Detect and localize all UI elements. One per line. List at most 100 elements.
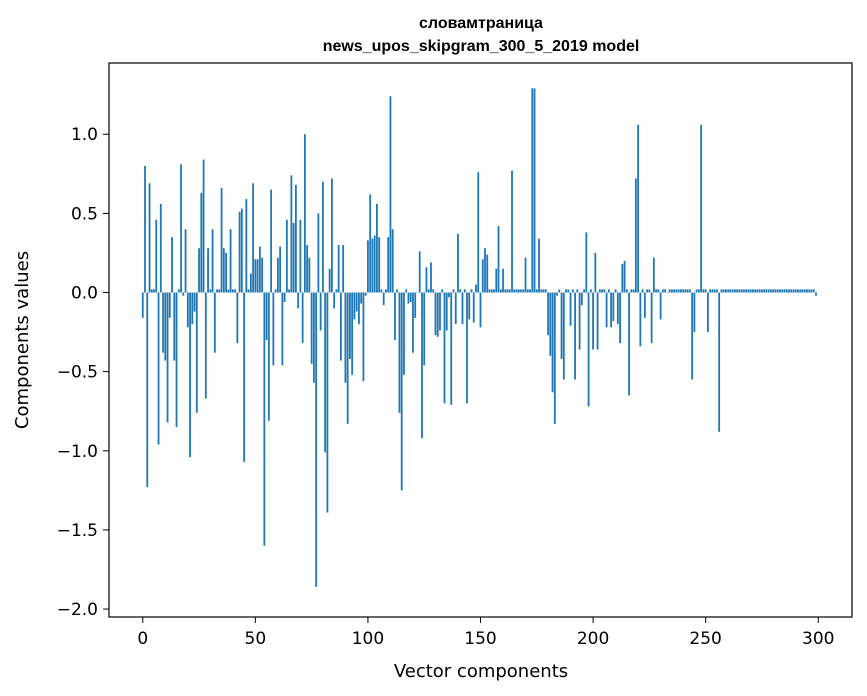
bar: [711, 289, 714, 293]
bar: [243, 292, 245, 462]
bar: [204, 292, 207, 399]
bar: [209, 289, 212, 293]
bar: [499, 289, 502, 293]
bar: [576, 289, 579, 293]
bar: [443, 292, 446, 404]
bar: [625, 289, 628, 293]
bar: [276, 257, 279, 293]
bar: [607, 289, 610, 293]
bar: [439, 292, 441, 331]
bar: [337, 245, 340, 293]
bar: [389, 96, 392, 293]
bar: [317, 213, 320, 293]
bar: [652, 257, 655, 293]
bar: [283, 292, 286, 303]
x-axis-ticks: 0 50 100 150 200 250 300: [137, 617, 834, 649]
bar: [605, 292, 608, 328]
bar: [522, 289, 525, 293]
bar: [738, 289, 741, 293]
bar: [186, 292, 189, 328]
bar: [743, 289, 745, 293]
bar: [445, 292, 448, 331]
bar: [675, 289, 678, 293]
x-tick-label: 150: [464, 629, 496, 649]
bar: [351, 292, 354, 375]
bar: [720, 289, 723, 293]
bar: [261, 257, 263, 293]
bar: [531, 88, 534, 293]
bar: [736, 289, 739, 293]
bar: [646, 289, 649, 293]
bar: [785, 289, 788, 293]
bar: [542, 289, 545, 293]
bar: [806, 289, 808, 293]
bar: [385, 289, 387, 293]
y-tick-label: −2.0: [57, 600, 98, 620]
bar: [688, 289, 691, 293]
bar: [301, 292, 304, 344]
bar: [792, 289, 795, 293]
x-tick-label: 100: [352, 629, 384, 649]
bar: [367, 240, 369, 293]
bar: [745, 289, 748, 293]
bar: [459, 289, 462, 293]
y-tick-label: −1.5: [57, 521, 98, 541]
bar: [236, 292, 239, 344]
bar: [727, 289, 730, 293]
bar: [346, 292, 349, 424]
bar: [409, 292, 412, 303]
bar: [781, 289, 784, 293]
bar: [693, 292, 696, 333]
bars-group: [141, 88, 817, 587]
y-tick-label: −0.5: [57, 363, 98, 383]
bar: [610, 292, 612, 328]
bar: [583, 289, 585, 293]
bar: [380, 289, 383, 293]
bar: [587, 292, 590, 407]
x-tick-label: 250: [689, 629, 721, 649]
bar: [556, 292, 558, 296]
bar: [153, 289, 155, 293]
bar: [340, 292, 342, 361]
bar: [567, 289, 570, 293]
bar: [263, 292, 266, 546]
bar: [213, 292, 216, 353]
bar: [222, 248, 225, 293]
bar: [256, 259, 259, 293]
bar: [229, 229, 232, 293]
bar: [468, 292, 471, 320]
bar: [560, 292, 563, 359]
bar: [808, 289, 811, 293]
bar: [511, 170, 513, 293]
bar: [427, 289, 430, 293]
bar: [601, 289, 603, 293]
bar: [168, 292, 171, 318]
bar: [267, 292, 270, 421]
bar: [592, 292, 594, 350]
bar: [202, 159, 205, 293]
bar: [632, 289, 635, 293]
bar: [360, 292, 363, 304]
bar: [666, 292, 669, 294]
bar: [247, 289, 250, 293]
bar: [258, 246, 261, 293]
bar: [702, 289, 705, 293]
y-tick-label: 0.0: [71, 284, 98, 304]
bar: [540, 289, 543, 293]
bar: [497, 226, 500, 293]
bar: [571, 289, 574, 293]
bar: [454, 292, 457, 325]
bar: [466, 292, 468, 404]
chart-title-line1: словамтраница: [419, 15, 543, 32]
bar: [643, 292, 646, 318]
bar: [457, 233, 459, 293]
bar: [249, 273, 252, 293]
bar: [506, 289, 509, 293]
x-tick-label: 50: [245, 629, 267, 649]
bar: [436, 292, 439, 337]
bar: [517, 289, 520, 293]
bar: [227, 289, 230, 293]
bar: [321, 181, 324, 293]
bar: [553, 292, 556, 424]
bar: [155, 219, 158, 293]
